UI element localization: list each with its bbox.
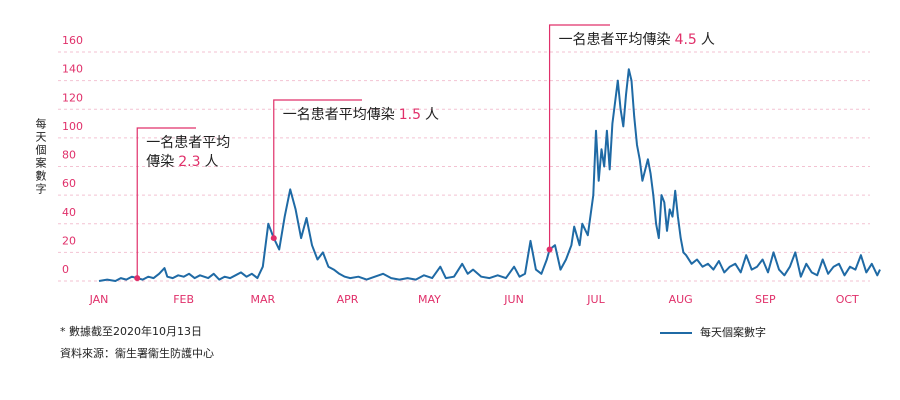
annotation-text: 一名患者平均傳染 4.5 人 (559, 32, 715, 48)
annotation-unit: 人 (425, 107, 439, 123)
annotation-marker (546, 246, 553, 253)
annotation-leader (548, 24, 610, 250)
x-tick-label: SEP (755, 293, 776, 306)
y-tick-label: 0 (62, 263, 69, 276)
y-tick-label: 40 (62, 206, 76, 219)
x-tick-label: FEB (173, 293, 194, 306)
footnote: * 數據截至2020年10月13日 (60, 324, 202, 338)
annotation-text: 傳染 2.3 人 (146, 154, 218, 170)
x-tick-label: JUN (503, 293, 524, 306)
annotation-line: 一名患者平均傳染 (283, 107, 395, 123)
x-tick-label: MAY (418, 293, 441, 306)
annotation-marker (270, 235, 277, 242)
data-line (98, 68, 881, 282)
y-tick-label: 80 (62, 149, 76, 162)
x-tick-label: JAN (89, 293, 109, 306)
x-tick-label: AUG (669, 293, 693, 306)
x-tick-label: OCT (836, 293, 859, 306)
y-tick-label: 20 (62, 234, 76, 247)
y-axis-label: 每天個案數字 (34, 117, 47, 196)
annotation-line: 一名患者平均傳染 (559, 32, 671, 48)
y-tick-label: 140 (62, 63, 83, 76)
annotation-unit: 人 (701, 32, 715, 48)
x-tick-label: APR (337, 293, 359, 306)
annotation-unit: 人 (204, 154, 218, 170)
y-tick-label: 160 (62, 34, 83, 47)
annotation-leader (273, 99, 362, 239)
annotation-r: 2.3 (178, 154, 200, 170)
annotation-line: 傳染 (146, 154, 174, 170)
x-tick-label: MAR (251, 293, 276, 306)
y-tick-label: 60 (62, 177, 76, 190)
annotation-text: 一名患者平均 (146, 135, 230, 151)
y-tick-label: 120 (62, 91, 83, 104)
y-tick-label: 100 (62, 120, 83, 133)
annotation-leader (136, 127, 196, 279)
annotation-r: 1.5 (399, 107, 421, 123)
annotation-r: 4.5 (675, 32, 697, 48)
annotation-line: 一名患者平均 (146, 135, 230, 151)
source: 資料來源：衞生署衞生防護中心 (60, 346, 214, 360)
annotation-text: 一名患者平均傳染 1.5 人 (283, 107, 439, 123)
annotation-marker (134, 275, 141, 282)
x-tick-label: JUL (586, 293, 605, 306)
legend-label: 每天個案數字 (700, 325, 766, 339)
